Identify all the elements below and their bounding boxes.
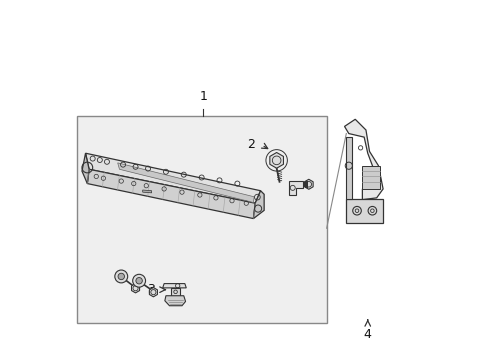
Circle shape bbox=[115, 270, 127, 283]
Polygon shape bbox=[131, 284, 139, 293]
Polygon shape bbox=[142, 190, 151, 193]
Polygon shape bbox=[269, 153, 283, 168]
Polygon shape bbox=[288, 181, 303, 195]
Polygon shape bbox=[82, 153, 89, 184]
Polygon shape bbox=[118, 163, 254, 203]
Circle shape bbox=[118, 273, 124, 280]
Polygon shape bbox=[304, 179, 312, 189]
Polygon shape bbox=[149, 288, 157, 297]
Text: 4: 4 bbox=[363, 328, 371, 341]
Polygon shape bbox=[346, 199, 382, 223]
Text: 2: 2 bbox=[246, 138, 254, 151]
Polygon shape bbox=[362, 166, 379, 189]
Polygon shape bbox=[163, 284, 186, 288]
Polygon shape bbox=[85, 153, 260, 203]
Polygon shape bbox=[344, 119, 382, 200]
Polygon shape bbox=[346, 137, 351, 199]
Polygon shape bbox=[171, 288, 180, 296]
Bar bbox=[77, 116, 326, 323]
Polygon shape bbox=[87, 169, 255, 219]
Polygon shape bbox=[253, 191, 264, 219]
Text: 3: 3 bbox=[146, 283, 154, 296]
Text: 1: 1 bbox=[199, 90, 207, 103]
Circle shape bbox=[132, 274, 145, 287]
Circle shape bbox=[136, 278, 142, 284]
Polygon shape bbox=[164, 296, 185, 306]
